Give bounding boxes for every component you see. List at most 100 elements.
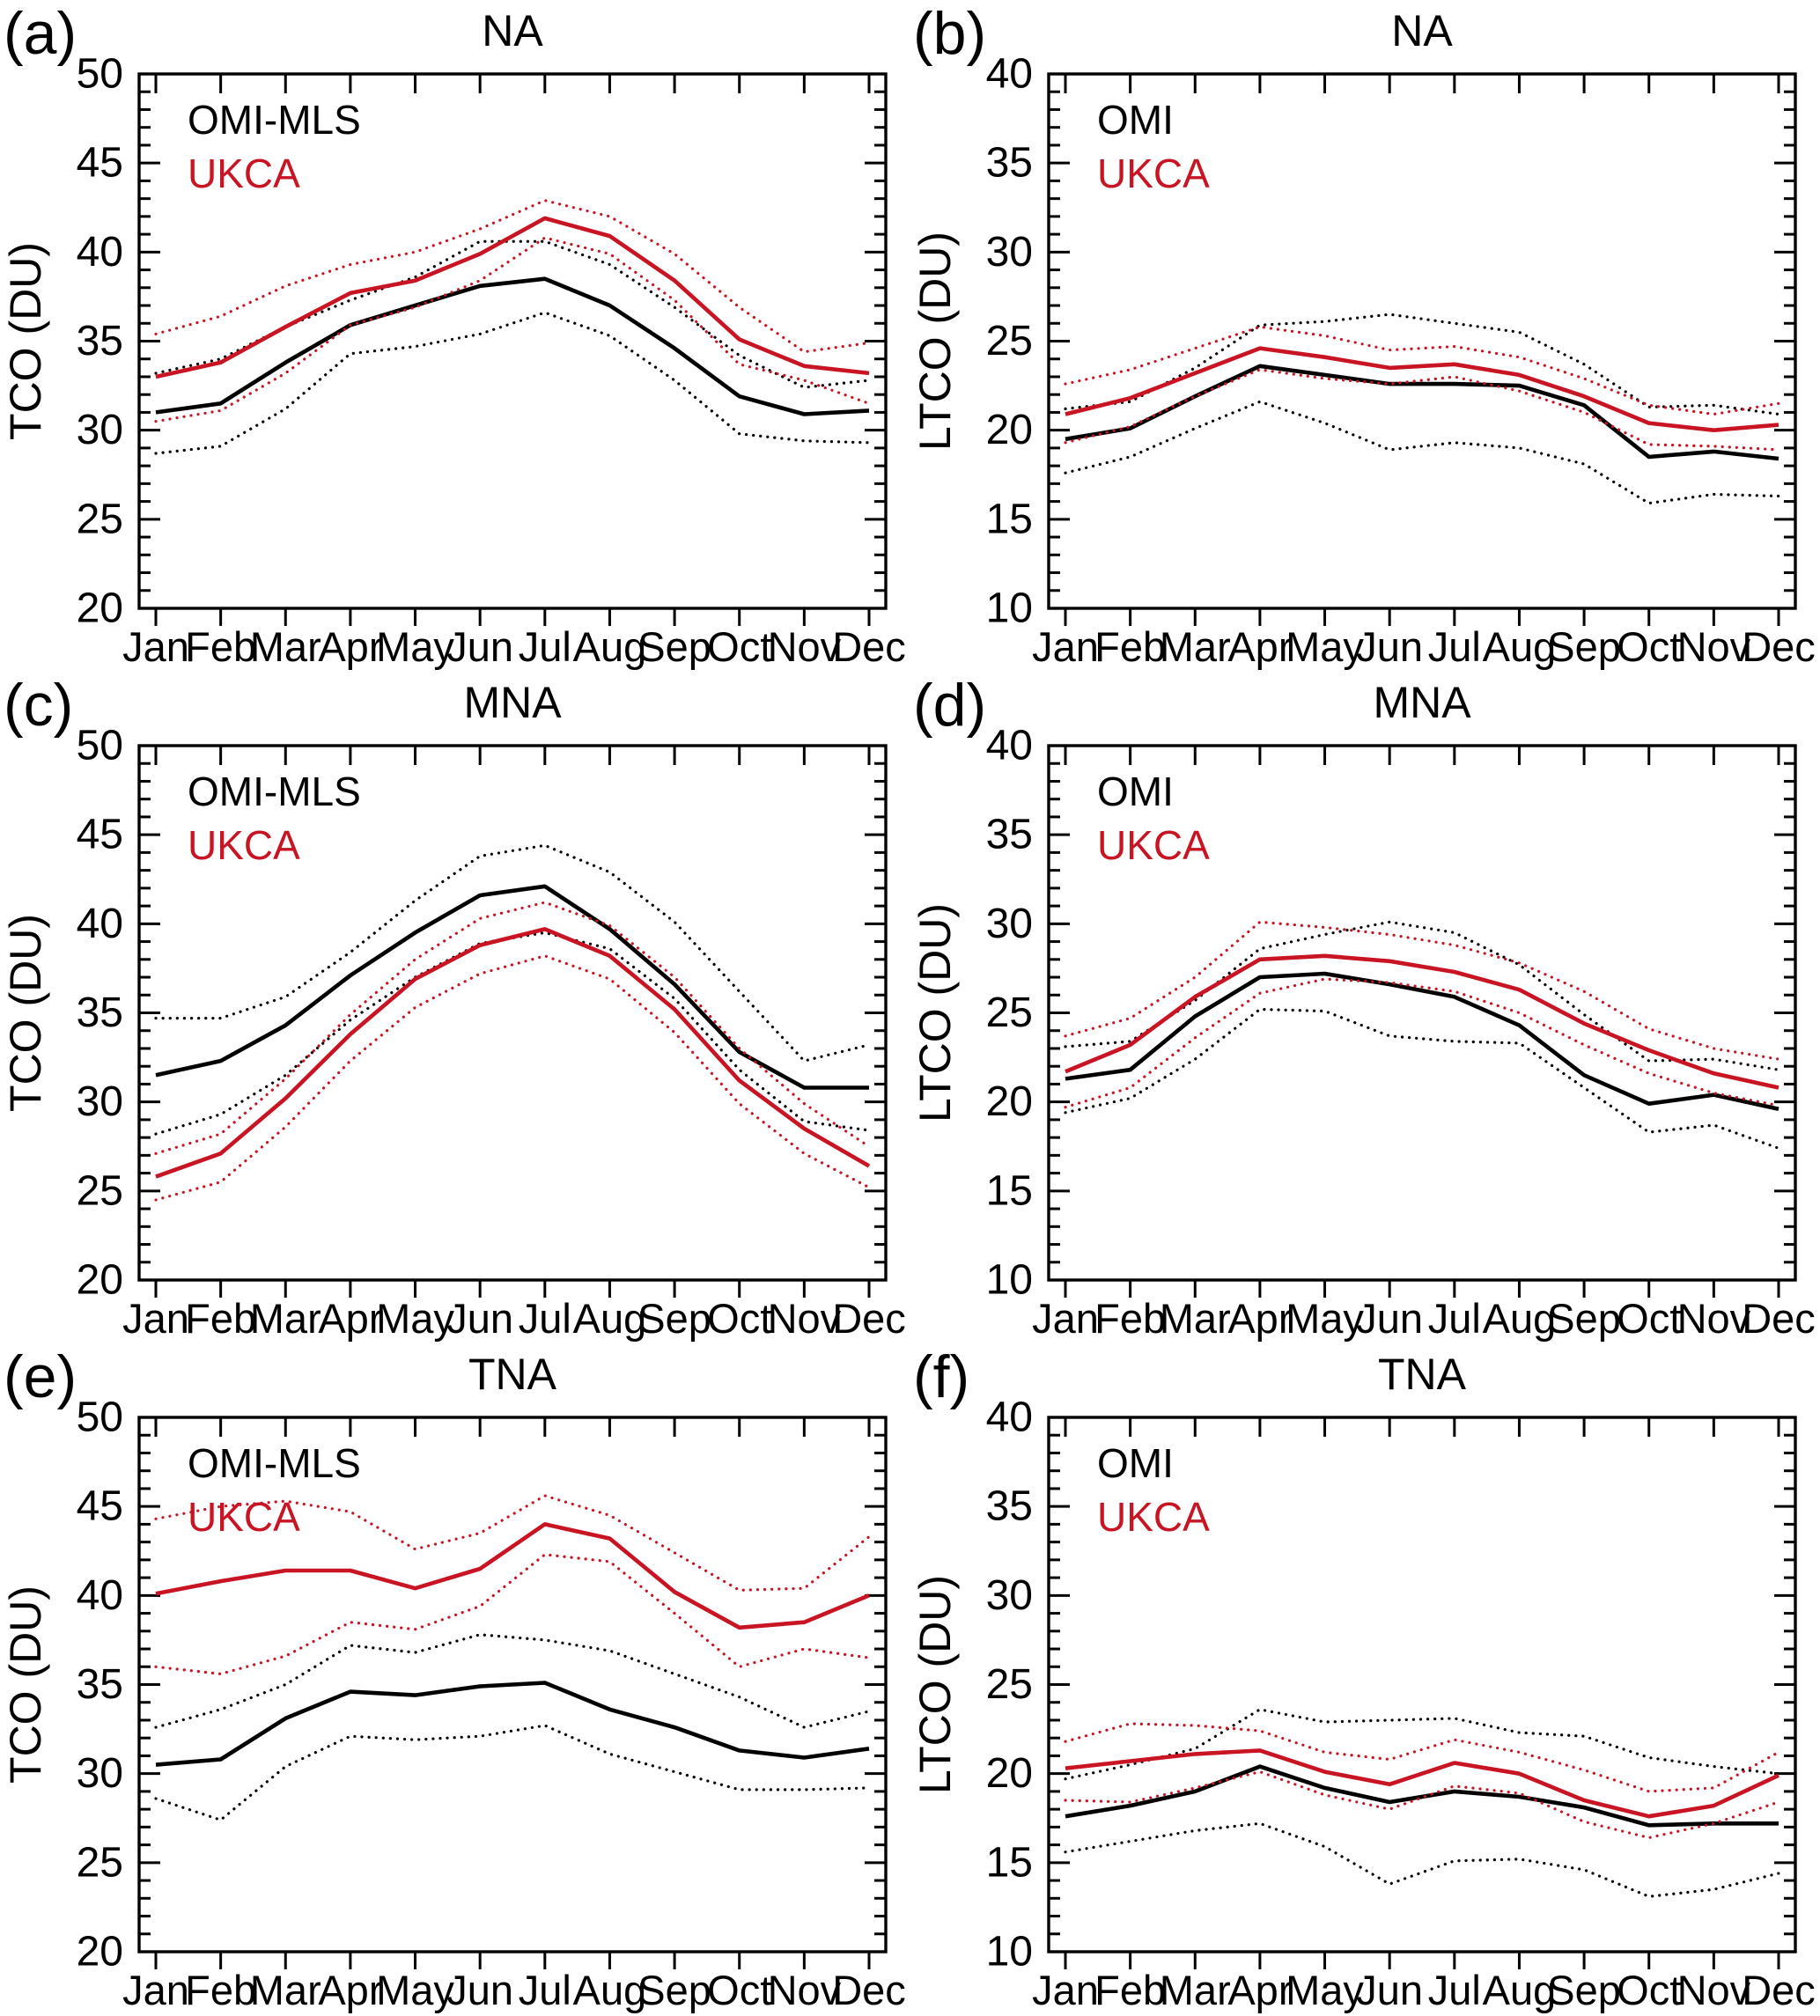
- x-tick-label-month: Dec: [832, 1967, 906, 2013]
- x-tick-label-month: Apr: [1227, 623, 1292, 670]
- x-tick-label-month: Mar: [1160, 1295, 1231, 1342]
- x-tick-label-month: Aug: [1483, 1295, 1557, 1342]
- panel-c-mna-tco: (c) MNA 20 25 30 35 40 45 50 Jan Feb Mar Apr May Jun…: [0, 672, 910, 1343]
- series-line-ukca-mean: [1065, 953, 1779, 1090]
- y-tick-label: 30: [77, 1750, 123, 1797]
- series-line-ukca-mean: [155, 927, 871, 1179]
- legend-entry-observation: OMI-MLS: [188, 1440, 361, 1486]
- legend-entry-observation: OMI: [1097, 1440, 1174, 1486]
- series-line-ukca-minus-sigma: [154, 1553, 871, 1675]
- x-tick-label-month: Apr: [318, 1967, 382, 2013]
- x-tick-label-month: Aug: [1483, 1967, 1557, 2013]
- x-tick-label-month: Mar: [1160, 623, 1231, 670]
- panel-e-tna-tco: (e) TNA 20 25 30 35 40 45 50 Jan Feb Mar Apr May Jun…: [0, 1343, 910, 2015]
- series-line-omi-mls-minus-sigma: [154, 1724, 871, 1821]
- y-tick-label: 20: [77, 1257, 123, 1304]
- y-tick-label: 25: [986, 318, 1033, 364]
- y-tick-label: 15: [986, 1839, 1033, 1886]
- x-tick-label-month: Jan: [122, 1295, 189, 1342]
- y-tick-label: 25: [986, 990, 1033, 1036]
- x-tick-label-month: Nov: [768, 1295, 842, 1342]
- x-tick-label-month: Oct: [707, 1967, 771, 2013]
- x-tick-label-month: Jun: [1356, 1967, 1423, 2013]
- series-line-ukca-mean: [1065, 346, 1779, 433]
- y-tick-label: 40: [77, 1572, 123, 1619]
- panel-title: MNA: [463, 678, 562, 727]
- series-line-ukca-minus-sigma: [154, 236, 871, 423]
- legend: OMI-MLS UKCA: [188, 765, 361, 872]
- x-tick-label-month: May: [1286, 1295, 1364, 1342]
- series-line-ukca-minus-sigma: [1064, 368, 1780, 452]
- y-axis-label: TCO (DU): [1, 914, 50, 1112]
- legend-entry-observation: OMI: [1097, 97, 1174, 143]
- y-tick-label: 20: [986, 407, 1033, 453]
- x-tick-label-month: May: [376, 1967, 454, 2013]
- series-line-omi-minus-sigma: [1064, 1007, 1780, 1150]
- series-line-ukca-plus-sigma: [1064, 920, 1780, 1061]
- y-tick-label: 40: [986, 51, 1033, 98]
- y-tick-label: 30: [77, 1078, 123, 1125]
- y-axis-label: LTCO (DU): [910, 903, 960, 1122]
- x-tick-label-month: Apr: [1227, 1295, 1292, 1342]
- series-line-omi-minus-sigma: [1064, 400, 1780, 505]
- series-line-omi-plus-sigma: [1064, 313, 1780, 416]
- x-tick-label-month: Jan: [122, 623, 189, 670]
- x-tick-label-month: Nov: [1677, 1295, 1751, 1342]
- plot-border: [137, 1416, 888, 1953]
- panel-d-mna-ltco: (d) MNA 10 15 20 25 30 35 40 Jan Feb Mar Apr May Jun…: [910, 672, 1820, 1343]
- series-line-ukca-plus-sigma: [154, 1494, 871, 1592]
- plot-border: [1047, 744, 1797, 1282]
- panel-letter: (b): [913, 0, 987, 67]
- panel-title: TNA: [468, 1350, 556, 1399]
- x-tick-label-month: Mar: [250, 623, 321, 670]
- x-tick-label-month: Aug: [573, 1967, 647, 2013]
- y-tick-label: 10: [986, 1257, 1033, 1304]
- legend: OMI-MLS UKCA: [188, 1437, 361, 1543]
- x-tick-label-month: Jul: [1428, 623, 1481, 670]
- y-tick-label: 40: [77, 229, 123, 276]
- y-axis-label: LTCO (DU): [910, 1575, 960, 1794]
- panel-title: TNA: [1378, 1350, 1466, 1399]
- plot-border: [137, 744, 888, 1282]
- y-tick-label: 20: [77, 585, 123, 632]
- panel-letter: (d): [913, 672, 987, 739]
- panel-letter: (c): [4, 672, 74, 739]
- x-tick-label-month: Feb: [185, 623, 256, 670]
- x-tick-label-month: Jan: [1032, 623, 1099, 670]
- x-tick-label-month: Feb: [185, 1967, 256, 2013]
- x-tick-label-month: Sep: [1547, 1967, 1621, 2013]
- series-line-ukca-mean: [1065, 1748, 1779, 1819]
- x-tick-label-month: Sep: [1547, 623, 1621, 670]
- series-line-ukca-minus-sigma: [154, 954, 871, 1202]
- x-tick-label-month: Sep: [1547, 1295, 1621, 1342]
- x-tick-label-month: Feb: [185, 1295, 256, 1342]
- series-line-omi-mean: [1065, 364, 1779, 461]
- x-tick-label-month: Aug: [573, 623, 647, 670]
- panel-letter: (e): [4, 1343, 77, 1410]
- x-tick-label-month: Jul: [519, 623, 571, 670]
- x-tick-label-month: Feb: [1094, 1967, 1166, 2013]
- x-tick-label-month: Dec: [832, 623, 906, 670]
- series-line-ukca-plus-sigma: [154, 199, 871, 354]
- x-tick-label-month: Oct: [707, 1295, 771, 1342]
- legend: OMI UKCA: [1097, 765, 1210, 872]
- y-tick-label: 15: [986, 496, 1033, 542]
- x-tick-label-month: Nov: [1677, 623, 1751, 670]
- plot-border: [1047, 1416, 1797, 1953]
- legend-entry-model: UKCA: [188, 150, 300, 196]
- x-tick-label-month: Mar: [250, 1295, 321, 1342]
- legend: OMI-MLS UKCA: [188, 93, 361, 200]
- y-tick-label: 30: [986, 229, 1033, 276]
- y-tick-label: 40: [986, 1394, 1033, 1441]
- x-tick-label-month: May: [376, 1295, 454, 1342]
- y-tick-label: 25: [77, 496, 123, 542]
- y-tick-label: 20: [986, 1078, 1033, 1125]
- panel-f-tna-ltco: (f) TNA 10 15 20 25 30 35 40 Jan Feb Mar Apr May Jun…: [910, 1343, 1820, 2015]
- y-axis-label: TCO (DU): [1, 1586, 50, 1784]
- x-tick-label-month: Jun: [1356, 1295, 1423, 1342]
- y-tick-label: 45: [77, 140, 123, 187]
- x-tick-label-month: Jul: [519, 1295, 571, 1342]
